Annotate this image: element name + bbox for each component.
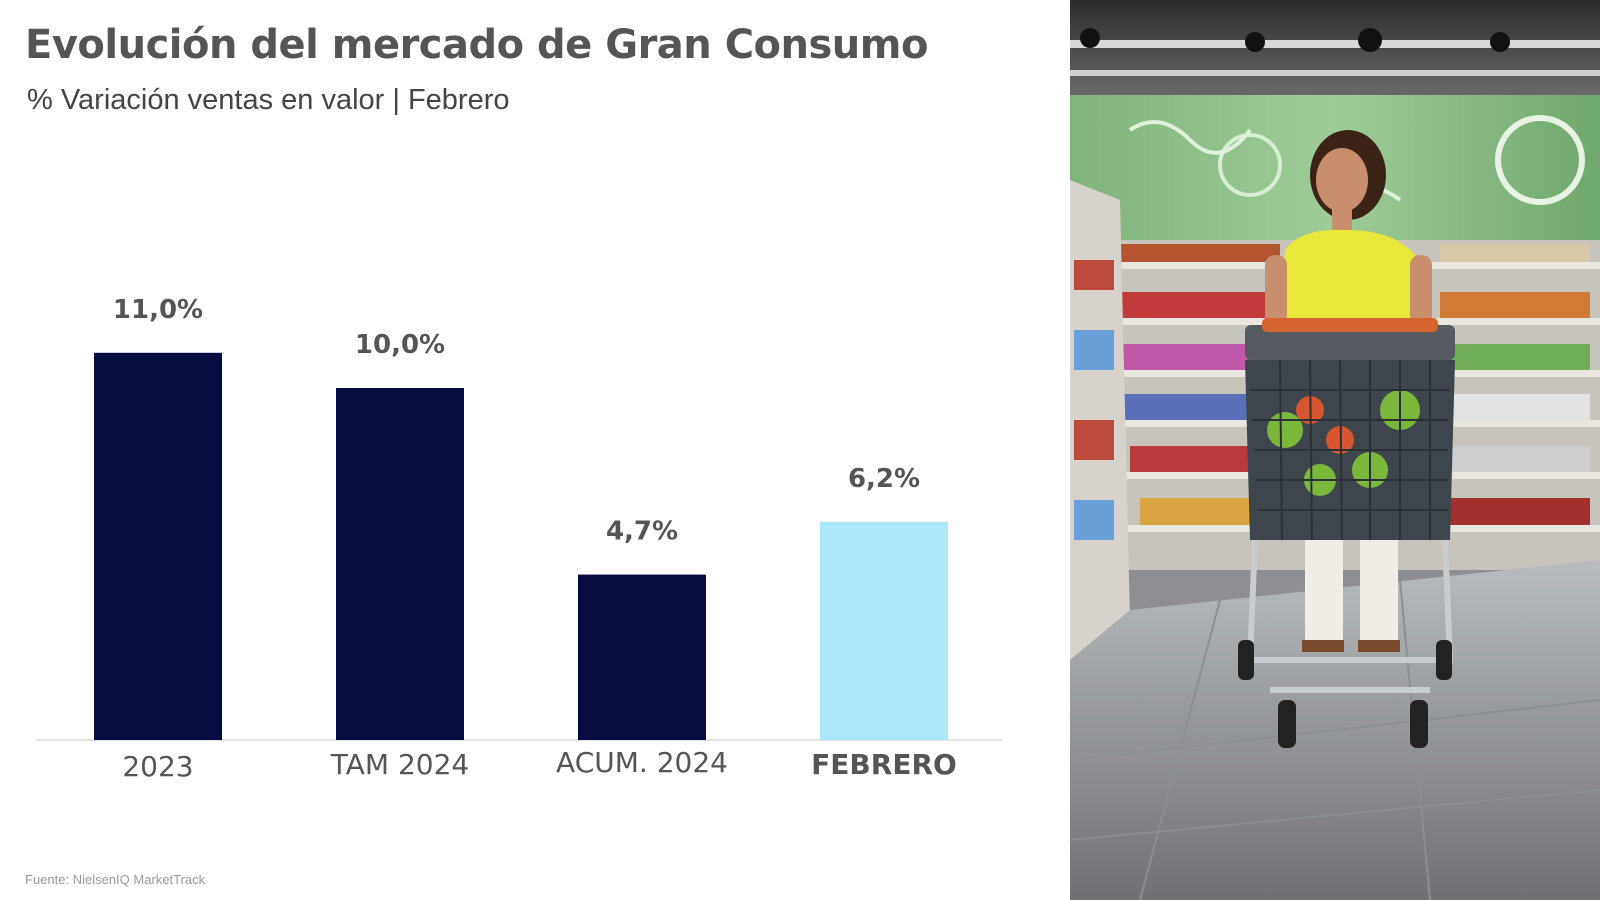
value-label-febrero: 6,2% bbox=[848, 464, 920, 494]
category-label-acum-2024: ACUM. 2024 bbox=[556, 746, 728, 779]
category-label-febrero: FEBRERO bbox=[811, 748, 957, 781]
category-label-2023: 2023 bbox=[122, 750, 193, 783]
chart-subtitle: % Variación ventas en valor | Febrero bbox=[27, 84, 510, 116]
supermarket-photo bbox=[1070, 0, 1600, 900]
value-label-2023: 11,0% bbox=[113, 295, 203, 325]
bar-chart: 11,0% 2023 10,0% TAM 2024 4,7% ACUM. 2024 6,2%… bbox=[36, 295, 1002, 783]
supermarket-shopper-photo-icon bbox=[1070, 0, 1600, 900]
bar-acum-2024 bbox=[578, 574, 706, 740]
value-label-acum-2024: 4,7% bbox=[606, 517, 678, 547]
category-label-tam-2024: TAM 2024 bbox=[330, 748, 469, 781]
bar-febrero bbox=[820, 521, 948, 740]
value-label-tam-2024: 10,0% bbox=[355, 330, 445, 360]
chart-title: Evolución del mercado de Gran Consumo bbox=[25, 22, 928, 68]
bar-tam-2024 bbox=[336, 388, 464, 740]
source-note: Fuente: NielsenIQ MarketTrack bbox=[25, 872, 206, 887]
bar-2023 bbox=[94, 352, 222, 740]
